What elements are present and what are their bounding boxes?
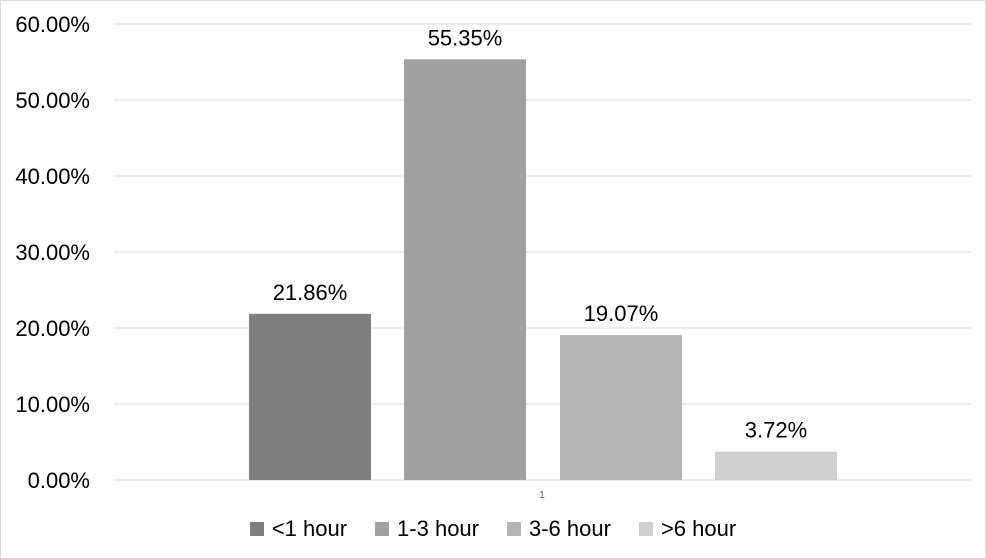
legend-label-1-3: 1-3 hour — [397, 516, 479, 541]
data-label-1: 21.86% — [273, 280, 348, 305]
y-axis-ticks: 0.00% 10.00% 20.00% 30.00% 40.00% 50.00% 60.00… — [15, 12, 90, 493]
gridlines — [114, 23, 971, 481]
data-labels: 21.86% 55.35% 19.07% 3.72% — [273, 25, 808, 442]
legend-swatch-1-3 — [375, 522, 390, 536]
legend-swatch-3-6 — [507, 522, 521, 536]
x-category-label: 1 — [539, 490, 545, 501]
bar-3 — [560, 335, 682, 480]
legend-swatch-gt6 — [638, 522, 653, 536]
bars — [249, 59, 837, 481]
legend-item-1-3: 1-3 hour — [375, 516, 479, 542]
bar-2 — [404, 59, 526, 481]
bar-1 — [249, 313, 371, 480]
data-label-4: 3.72% — [745, 418, 807, 443]
legend-label-gt6: >6 hour — [660, 516, 737, 541]
data-label-2: 55.35% — [428, 25, 503, 50]
y-tick-label: 60.00% — [15, 12, 90, 37]
legend-swatch-lt1 — [249, 522, 264, 536]
y-tick-label: 0.00% — [28, 468, 90, 493]
legend-item-lt1: <1 hour — [249, 516, 348, 542]
legend-label-lt1: <1 hour — [271, 516, 348, 541]
y-tick-label: 10.00% — [15, 392, 90, 417]
y-tick-label: 40.00% — [15, 164, 90, 189]
bar-4 — [715, 451, 837, 480]
y-tick-label: 50.00% — [15, 88, 90, 113]
y-tick-label: 20.00% — [15, 316, 90, 341]
legend-label-3-6: 3-6 hour — [529, 516, 611, 541]
legend-item-3-6: 3-6 hour — [507, 516, 611, 542]
bar-chart: 0.00% 10.00% 20.00% 30.00% 40.00% 50.00% 60.00… — [15, 12, 971, 501]
y-tick-label: 30.00% — [15, 240, 90, 265]
legend-item-gt6: >6 hour — [638, 516, 737, 542]
data-label-3: 19.07% — [584, 301, 659, 326]
legend: <1 hour 1-3 hour 3-6 hour >6 hour — [1, 516, 985, 542]
